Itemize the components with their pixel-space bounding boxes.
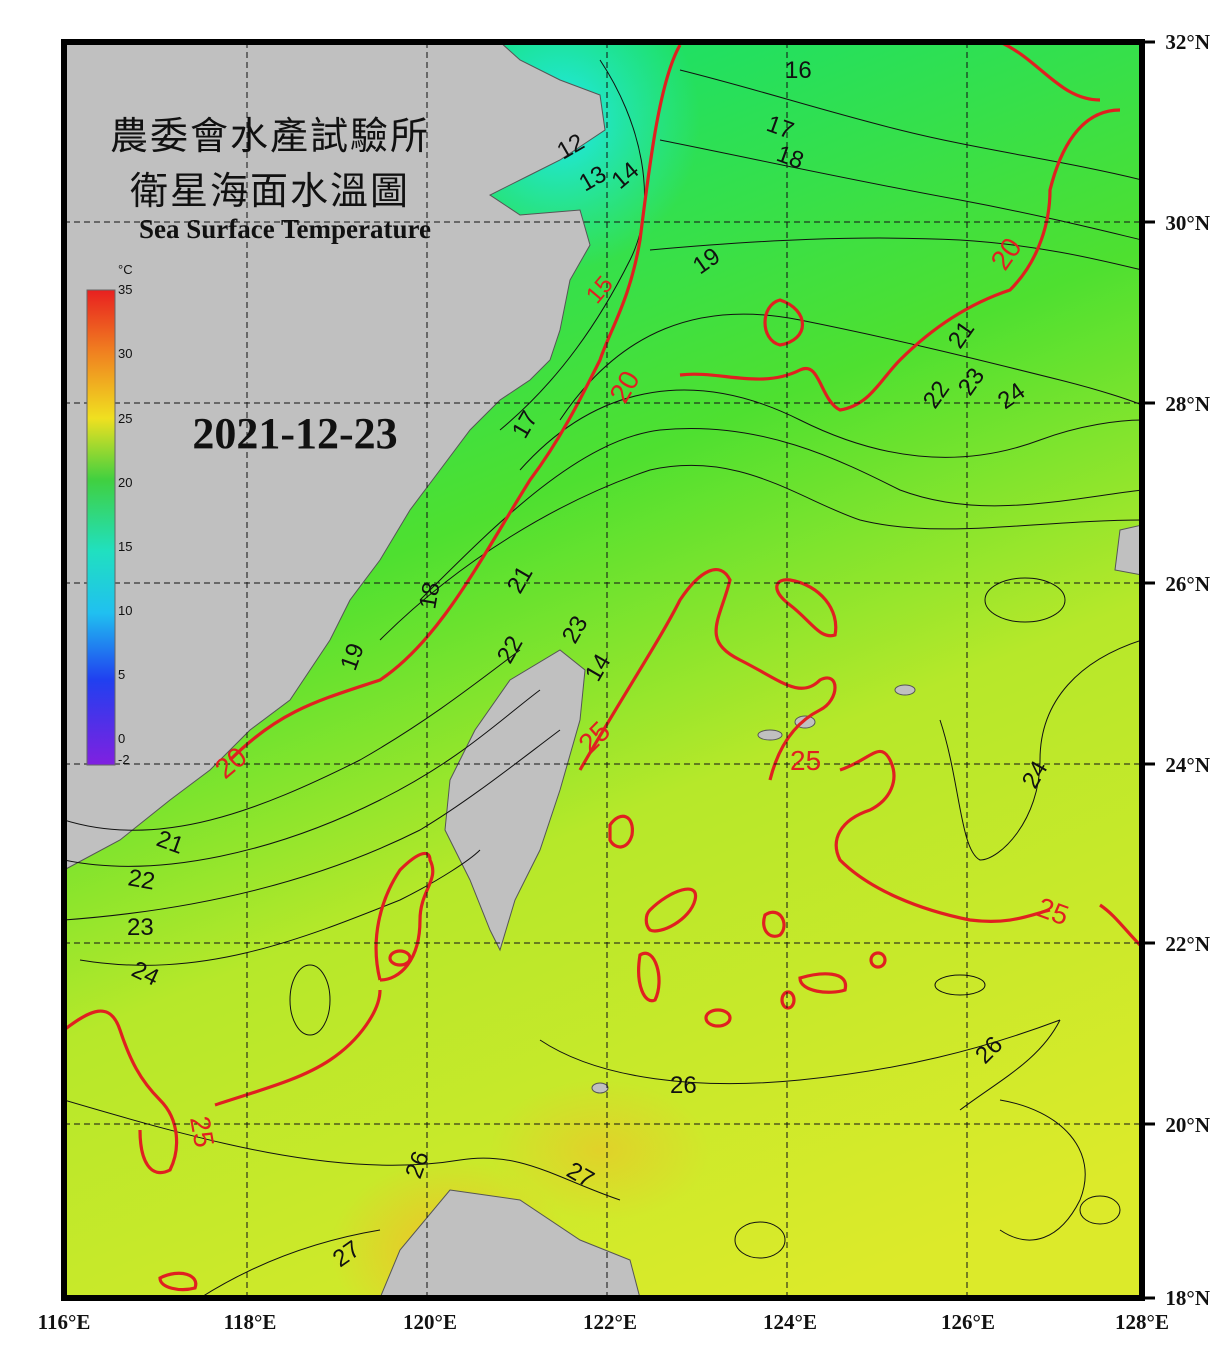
title-en: Sea Surface Temperature — [139, 214, 431, 244]
isotherms-black — [64, 59, 1142, 1298]
colorbar-unit: °C — [118, 262, 133, 277]
contour-label: 18 — [414, 580, 445, 611]
lon-label: 124°E — [763, 1310, 817, 1334]
lon-label: 116°E — [37, 1310, 91, 1334]
luzon-island — [379, 1189, 641, 1298]
colorbar-tick: 25 — [118, 411, 133, 426]
contour-label: 22 — [126, 864, 157, 895]
small-island — [591, 1082, 609, 1094]
china-mainland — [64, 42, 606, 871]
lat-label: 30°N — [1165, 211, 1210, 235]
contour-label: 16 — [785, 57, 812, 84]
small-island — [757, 729, 783, 741]
lat-label: 20°N — [1165, 1113, 1210, 1137]
title-cn-line-1: 農委會水產試驗所 — [109, 114, 430, 158]
colorbar-tick: -2 — [118, 752, 130, 767]
taiwan-island — [444, 649, 586, 952]
lat-label: 22°N — [1165, 932, 1210, 956]
date-label: 2021-12-23 — [192, 409, 398, 458]
map-frame — [61, 39, 1145, 1301]
lon-label: 128°E — [1115, 1310, 1169, 1334]
colorbar-tick: 5 — [118, 667, 126, 682]
lat-label: 28°N — [1165, 392, 1210, 416]
warm-water-patch-2 — [490, 1080, 710, 1220]
map-area: 12 13 14 15 16 17 18 19 20 21 22 23 24 2… — [64, 42, 1142, 1298]
colorbar — [86, 289, 116, 766]
lon-label: 122°E — [583, 1310, 637, 1334]
small-island — [894, 684, 916, 696]
contour-label: 25 — [184, 1114, 220, 1150]
colorbar-tick: 35 — [118, 282, 133, 297]
title-cn-line-2: 衛星海面水溫圖 — [129, 169, 410, 213]
lat-label: 18°N — [1165, 1286, 1210, 1310]
lat-label: 24°N — [1165, 753, 1210, 777]
axis-ticks — [1142, 40, 1155, 1300]
contour-label: 23 — [127, 914, 154, 941]
lon-label: 126°E — [941, 1310, 995, 1334]
lat-label: 26°N — [1165, 572, 1210, 596]
lat-label: 32°N — [1165, 30, 1210, 54]
contour-label: 25 — [790, 745, 821, 776]
ryukyu-islands — [1114, 524, 1142, 576]
colorbar-tick: 10 — [118, 603, 133, 618]
colorbar-tick: 0 — [118, 731, 126, 746]
colorbar-tick: 20 — [118, 475, 133, 490]
lon-label: 120°E — [403, 1310, 457, 1334]
colorbar-tick: 30 — [118, 346, 133, 361]
contour-label: 26 — [670, 1072, 697, 1099]
isotherms-red — [64, 42, 1142, 1292]
colorbar-tick: 15 — [118, 539, 133, 554]
lon-label: 118°E — [223, 1310, 277, 1334]
